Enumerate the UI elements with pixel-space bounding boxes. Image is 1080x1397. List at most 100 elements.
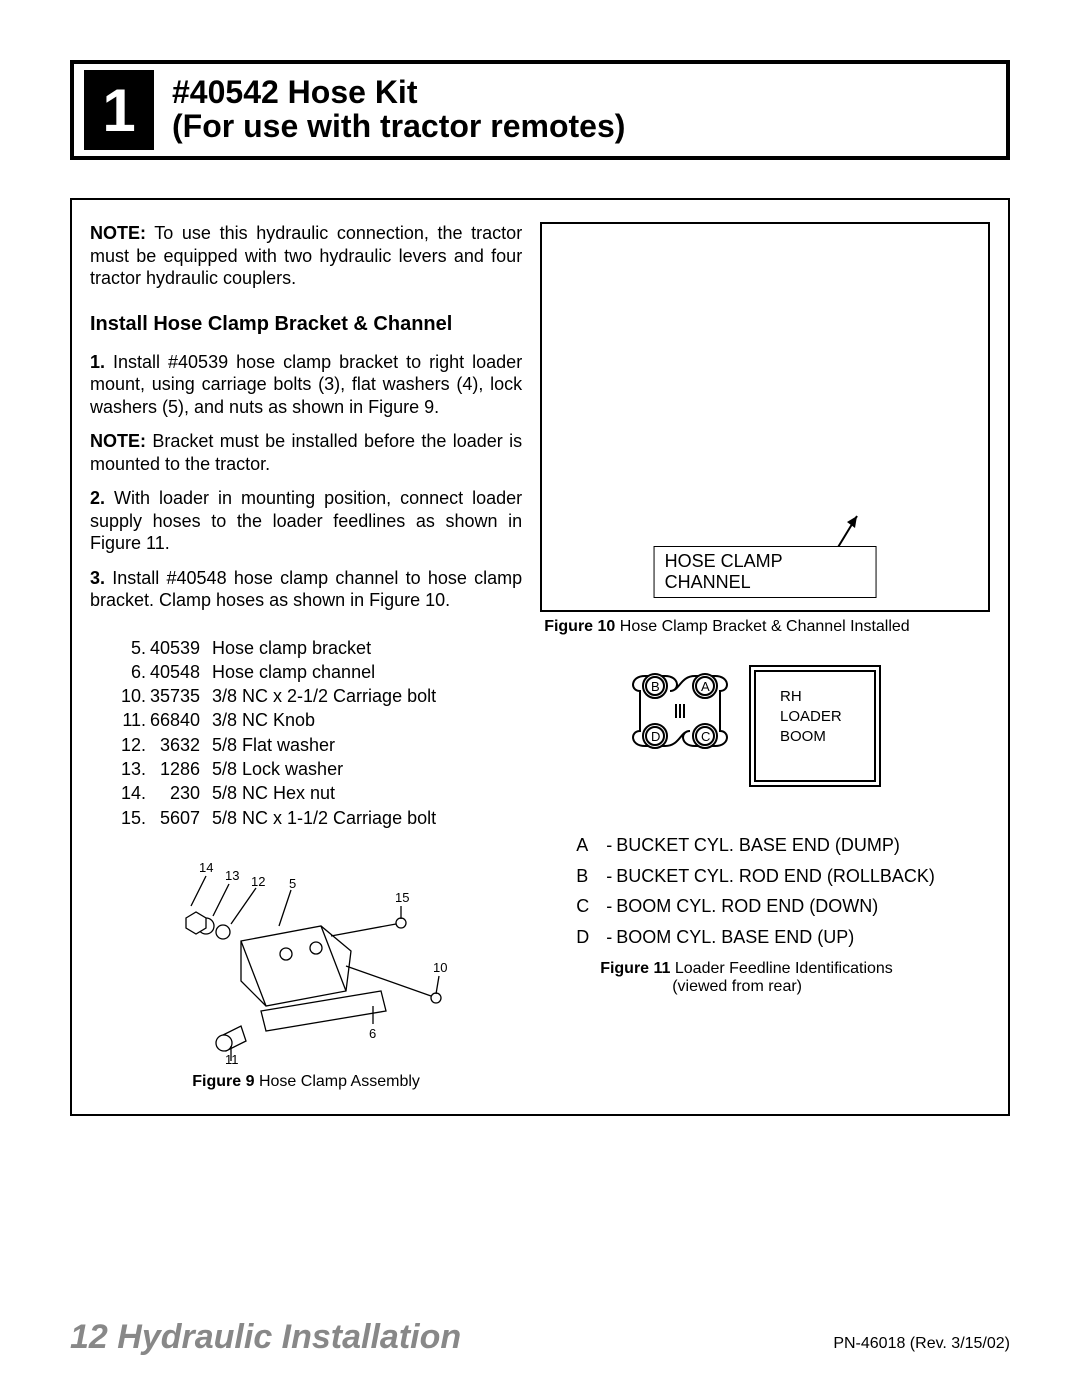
fig9-caption: Figure 9 Hose Clamp Assembly <box>192 1072 420 1092</box>
right-column: HOSE CLAMP CHANNEL Figure 10 Hose Clamp … <box>540 222 990 1092</box>
p-desc: 5/8 Lock washer <box>212 757 522 781</box>
parts-row: 11.668403/8 NC Knob <box>108 708 522 732</box>
l-dash: - <box>606 834 616 857</box>
callout-12: 12 <box>251 874 265 889</box>
box-line3: BOOM <box>780 728 826 745</box>
step-1: 1. Install #40539 hose clamp bracket to … <box>90 351 522 419</box>
l-txt: BUCKET CYL. ROD END (ROLLBACK) <box>616 865 990 888</box>
callout-11: 11 <box>225 1052 239 1066</box>
legend-row: C-BOOM CYL. ROD END (DOWN) <box>576 895 990 918</box>
parts-row: 12.36325/8 Flat washer <box>108 733 522 757</box>
fig9-label-text: Hose Clamp Assembly <box>255 1073 420 1090</box>
sub-heading: Install Hose Clamp Bracket & Channel <box>90 312 522 337</box>
p-code: 40548 <box>150 660 212 684</box>
fig9-label-bold: Figure 9 <box>192 1073 254 1090</box>
header-box: 1 #40542 Hose Kit (For use with tractor … <box>70 60 1010 160</box>
footer-left: 12 Hydraulic Installation <box>70 1318 461 1357</box>
fig9-svg: 14 13 12 5 15 10 6 11 <box>151 846 461 1066</box>
step-3-text: Install #40548 hose clamp channel to hos… <box>90 568 522 611</box>
parts-row: 5.40539Hose clamp bracket <box>108 636 522 660</box>
footer-pn: PN-46018 (Rev. 3/15/02) <box>833 1335 1010 1353</box>
parts-row: 10.357353/8 NC x 2-1/2 Carriage bolt <box>108 684 522 708</box>
legend-row: D-BOOM CYL. BASE END (UP) <box>576 926 990 949</box>
l-key: B <box>576 865 606 888</box>
p-num: 13. <box>108 757 150 781</box>
figure-10-box: HOSE CLAMP CHANNEL <box>540 222 990 612</box>
l-key: D <box>576 926 606 949</box>
l-dash: - <box>606 865 616 888</box>
parts-row: 6.40548Hose clamp channel <box>108 660 522 684</box>
box-line2: LOADER <box>780 708 842 725</box>
step-note-label: NOTE: <box>90 431 146 451</box>
p-num: 5. <box>108 636 150 660</box>
page-footer: 12 Hydraulic Installation PN-46018 (Rev.… <box>70 1288 1010 1357</box>
p-num: 10. <box>108 684 150 708</box>
p-desc: Hose clamp bracket <box>212 636 522 660</box>
page-number: 12 <box>70 1318 108 1356</box>
step-number-box: 1 <box>84 70 154 150</box>
p-code: 66840 <box>150 708 212 732</box>
box-line1: RH <box>780 688 802 705</box>
parts-row: 14.2305/8 NC Hex nut <box>108 781 522 805</box>
p-desc: 3/8 NC Knob <box>212 708 522 732</box>
l-key: A <box>576 834 606 857</box>
fig11-label-bold: Figure 11 <box>600 960 670 977</box>
l-txt: BOOM CYL. BASE END (UP) <box>616 926 990 949</box>
channel-label: HOSE CLAMP CHANNEL <box>654 546 877 598</box>
l-dash: - <box>606 895 616 918</box>
left-column: NOTE: To use this hydraulic connection, … <box>90 222 522 1092</box>
port-C: C <box>701 729 710 744</box>
l-key: C <box>576 895 606 918</box>
header-subtitle: (For use with tractor remotes) <box>172 110 625 144</box>
parts-table: 5.40539Hose clamp bracket 6.40548Hose cl… <box>108 636 522 830</box>
callout-13: 13 <box>225 868 239 883</box>
p-num: 6. <box>108 660 150 684</box>
figure-9: 14 13 12 5 15 10 6 11 Figure 9 Hose Clam… <box>90 846 522 1092</box>
note-1-text: To use this hydraulic connection, the tr… <box>90 223 522 288</box>
legend-row: A-BUCKET CYL. BASE END (DUMP) <box>576 834 990 857</box>
p-code: 1286 <box>150 757 212 781</box>
p-code: 3632 <box>150 733 212 757</box>
p-num: 15. <box>108 806 150 830</box>
p-num: 14. <box>108 781 150 805</box>
p-num: 12. <box>108 733 150 757</box>
feedline-legend: A-BUCKET CYL. BASE END (DUMP) B-BUCKET C… <box>576 834 990 948</box>
l-txt: BOOM CYL. ROD END (DOWN) <box>616 895 990 918</box>
fig10-label-text: Hose Clamp Bracket & Channel Installed <box>615 618 909 635</box>
figure-11-diagram: B A D C RH LOADER BOOM <box>540 656 990 816</box>
step-2: 2. With loader in mounting position, con… <box>90 487 522 555</box>
fig11-svg: B A D C RH LOADER BOOM <box>610 656 920 816</box>
port-B: B <box>651 679 660 694</box>
step-1-num: 1. <box>90 352 105 372</box>
fig10-caption: Figure 10 Hose Clamp Bracket & Channel I… <box>544 618 990 636</box>
p-code: 40539 <box>150 636 212 660</box>
content-box: NOTE: To use this hydraulic connection, … <box>70 198 1010 1116</box>
p-code: 5607 <box>150 806 212 830</box>
step-2-num: 2. <box>90 488 105 508</box>
p-code: 230 <box>150 781 212 805</box>
step-1-text: Install #40539 hose clamp bracket to rig… <box>90 352 522 417</box>
callout-15: 15 <box>395 890 409 905</box>
port-A: A <box>701 679 710 694</box>
p-desc: 3/8 NC x 2-1/2 Carriage bolt <box>212 684 522 708</box>
p-desc: 5/8 NC Hex nut <box>212 781 522 805</box>
callout-10: 10 <box>433 960 447 975</box>
legend-row: B-BUCKET CYL. ROD END (ROLLBACK) <box>576 865 990 888</box>
section-title: Hydraulic Installation <box>117 1318 461 1356</box>
p-num: 11. <box>108 708 150 732</box>
callout-5: 5 <box>289 876 296 891</box>
port-D: D <box>651 729 660 744</box>
step-note-text: Bracket must be installed before the loa… <box>90 431 522 474</box>
step-note: NOTE: Bracket must be installed before t… <box>90 430 522 475</box>
parts-row: 13.12865/8 Lock washer <box>108 757 522 781</box>
note-1: NOTE: To use this hydraulic connection, … <box>90 222 522 290</box>
p-desc: Hose clamp channel <box>212 660 522 684</box>
step-3: 3. Install #40548 hose clamp channel to … <box>90 567 522 612</box>
step-2-text: With loader in mounting position, connec… <box>90 488 522 553</box>
fig11-label-text: Loader Feedline Identifications <box>670 960 892 977</box>
fig11-line2: (viewed from rear) <box>672 978 802 995</box>
p-code: 35735 <box>150 684 212 708</box>
parts-row: 15.56075/8 NC x 1-1/2 Carriage bolt <box>108 806 522 830</box>
callout-14: 14 <box>199 860 213 875</box>
step-number: 1 <box>102 76 135 145</box>
